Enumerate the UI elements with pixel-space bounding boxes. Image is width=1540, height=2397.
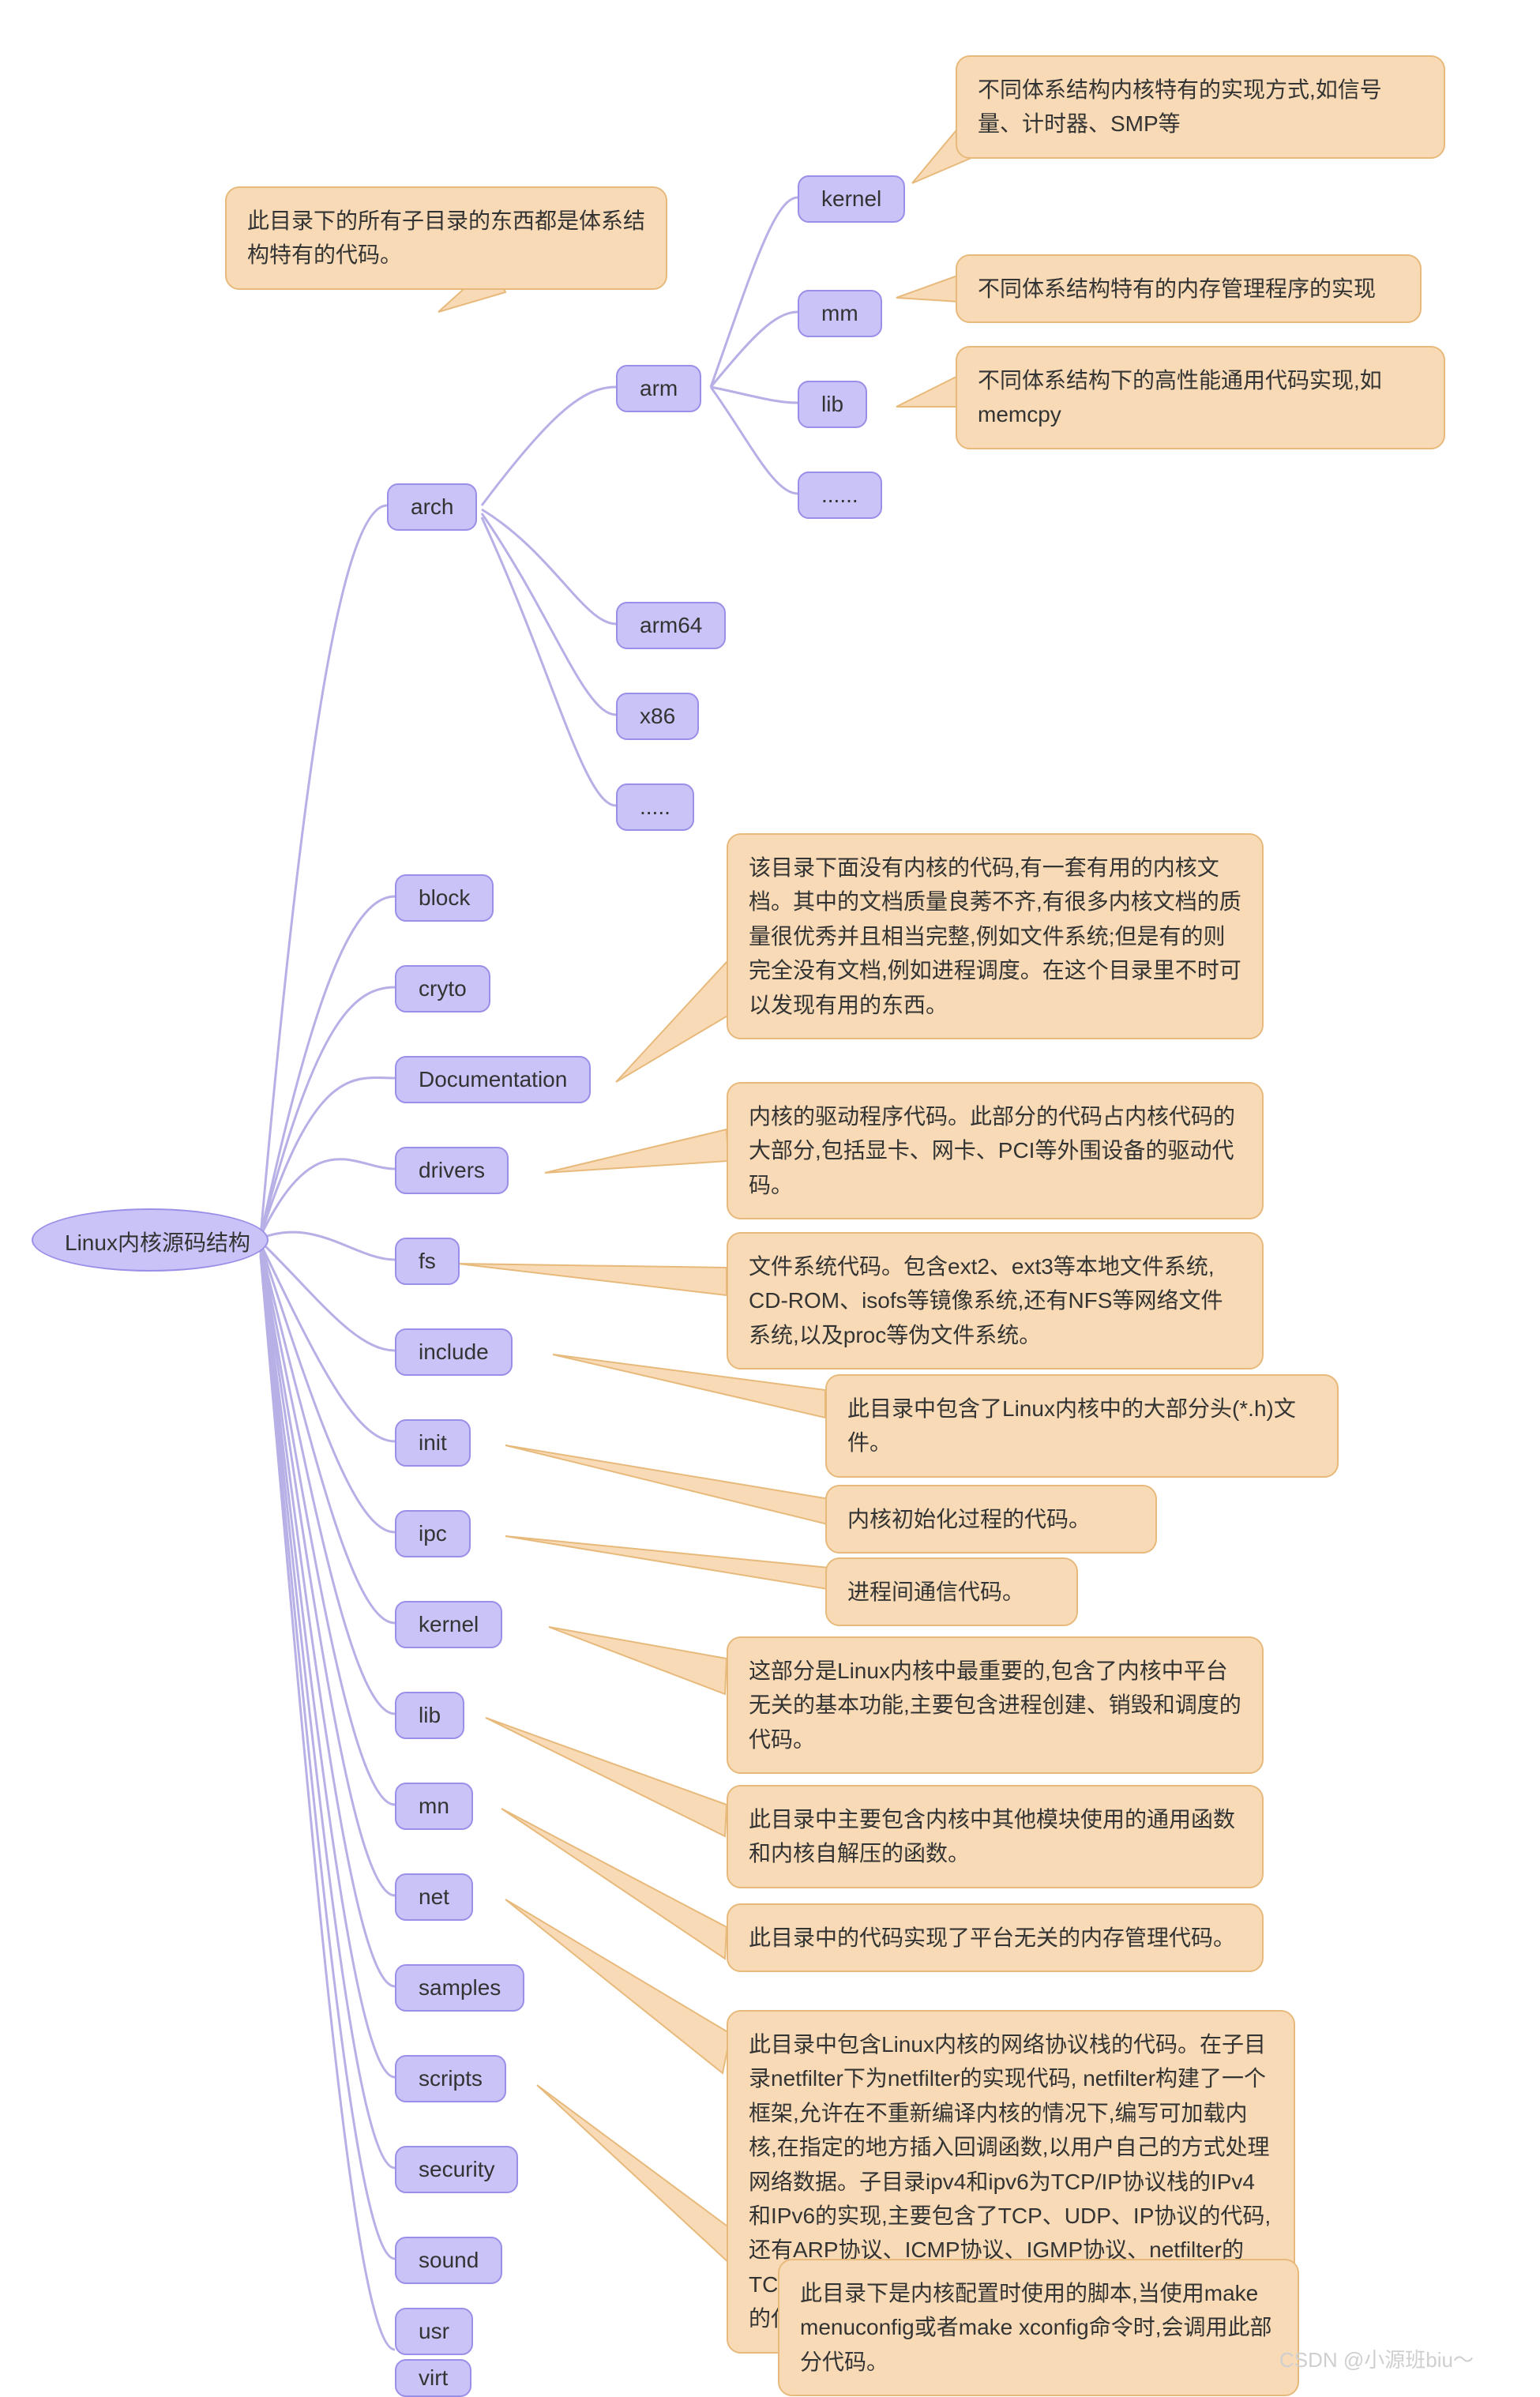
callout-scripts: 此目录下是内核配置时使用的脚本,当使用make menuconfig或者make… <box>778 2259 1299 2396</box>
callout-mn: 此目录中的代码实现了平台无关的内存管理代码。 <box>727 1903 1264 1972</box>
node-virt[interactable]: virt <box>395 2359 471 2397</box>
node-security-label: security <box>419 2157 494 2181</box>
callout-scripts-text: 此目录下是内核配置时使用的脚本,当使用make menuconfig或者make… <box>800 2281 1272 2374</box>
node-arm-more-label: ...... <box>821 483 858 507</box>
node-fs-label: fs <box>419 1249 436 1273</box>
callout-arm-lib: 不同体系结构下的高性能通用代码实现,如memcpy <box>956 346 1445 449</box>
node-samples[interactable]: samples <box>395 1964 524 2012</box>
watermark-text: CSDN @小源班biu～ <box>1279 2344 1474 2373</box>
node-arch[interactable]: arch <box>387 483 477 531</box>
callout-arm-mm: 不同体系结构特有的内存管理程序的实现 <box>956 254 1422 323</box>
node-arm64[interactable]: arm64 <box>616 602 726 649</box>
node-kernel[interactable]: kernel <box>395 1601 502 1648</box>
callout-mn-text: 此目录中的代码实现了平台无关的内存管理代码。 <box>749 1925 1235 1950</box>
node-include[interactable]: include <box>395 1328 513 1376</box>
root-label: Linux内核源码结构 <box>65 1230 250 1255</box>
node-scripts-label: scripts <box>419 2066 483 2091</box>
callout-ipc: 进程间通信代码。 <box>825 1557 1078 1626</box>
callout-arm-lib-text: 不同体系结构下的高性能通用代码实现,如memcpy <box>978 368 1382 426</box>
node-fs[interactable]: fs <box>395 1238 460 1285</box>
node-arm-more[interactable]: ...... <box>798 472 882 519</box>
callout-arch-text: 此目录下的所有子目录的东西都是体系结构特有的代码。 <box>247 209 645 267</box>
node-documentation-label: Documentation <box>419 1067 567 1091</box>
callout-lib-text: 此目录中主要包含内核中其他模块使用的通用函数和内核自解压的函数。 <box>749 1807 1235 1865</box>
node-sound[interactable]: sound <box>395 2237 502 2284</box>
node-net-label: net <box>419 1884 449 1909</box>
node-usr-label: usr <box>419 2319 449 2343</box>
node-mn[interactable]: mn <box>395 1783 473 1830</box>
callout-documentation: 该目录下面没有内核的代码,有一套有用的内核文档。其中的文档质量良莠不齐,有很多内… <box>727 833 1264 1039</box>
node-ipc[interactable]: ipc <box>395 1510 471 1557</box>
node-crypto-label: cryto <box>419 976 467 1001</box>
node-net[interactable]: net <box>395 1873 473 1921</box>
callout-lib: 此目录中主要包含内核中其他模块使用的通用函数和内核自解压的函数。 <box>727 1785 1264 1888</box>
node-sound-label: sound <box>419 2248 479 2272</box>
node-drivers[interactable]: drivers <box>395 1147 509 1194</box>
node-lib[interactable]: lib <box>395 1692 464 1739</box>
node-virt-label: virt <box>419 2365 448 2390</box>
callout-drivers-text: 内核的驱动程序代码。此部分的代码占内核代码的大部分,包括显卡、网卡、PCI等外围… <box>749 1104 1235 1197</box>
node-crypto[interactable]: cryto <box>395 965 490 1013</box>
node-arch-more[interactable]: ..... <box>616 783 694 831</box>
callout-arm-mm-text: 不同体系结构特有的内存管理程序的实现 <box>978 276 1376 301</box>
node-arm64-label: arm64 <box>640 613 702 637</box>
node-include-label: include <box>419 1339 489 1364</box>
node-kernel-label: kernel <box>419 1612 479 1636</box>
node-ipc-label: ipc <box>419 1521 447 1546</box>
node-mn-label: mn <box>419 1794 449 1818</box>
node-arm-mm-label: mm <box>821 301 858 325</box>
root-node[interactable]: Linux内核源码结构 <box>32 1208 269 1272</box>
callout-kernel: 这部分是Linux内核中最重要的,包含了内核中平台无关的基本功能,主要包含进程创… <box>727 1636 1264 1774</box>
node-arm-lib-label: lib <box>821 392 843 416</box>
callout-ipc-text: 进程间通信代码。 <box>847 1580 1024 1604</box>
node-lib-label: lib <box>419 1703 441 1727</box>
callout-include: 此目录中包含了Linux内核中的大部分头(*.h)文件。 <box>825 1374 1339 1478</box>
callout-init-text: 内核初始化过程的代码。 <box>847 1507 1091 1531</box>
node-scripts[interactable]: scripts <box>395 2055 506 2102</box>
callout-arch: 此目录下的所有子目录的东西都是体系结构特有的代码。 <box>225 186 667 290</box>
node-block[interactable]: block <box>395 874 494 922</box>
callout-fs-text: 文件系统代码。包含ext2、ext3等本地文件系统, CD-ROM、isofs等… <box>749 1254 1223 1347</box>
callout-init: 内核初始化过程的代码。 <box>825 1485 1157 1554</box>
callout-arm-kernel: 不同体系结构内核特有的实现方式,如信号量、计时器、SMP等 <box>956 55 1445 159</box>
node-x86-label: x86 <box>640 704 675 728</box>
callout-arm-kernel-text: 不同体系结构内核特有的实现方式,如信号量、计时器、SMP等 <box>978 77 1382 136</box>
node-arm-kernel-label: kernel <box>821 186 881 211</box>
node-drivers-label: drivers <box>419 1158 485 1182</box>
node-arm-mm[interactable]: mm <box>798 290 882 337</box>
callout-documentation-text: 该目录下面没有内核的代码,有一套有用的内核文档。其中的文档质量良莠不齐,有很多内… <box>749 855 1241 1017</box>
node-arm-lib[interactable]: lib <box>798 381 867 428</box>
node-init-label: init <box>419 1430 447 1455</box>
callout-drivers: 内核的驱动程序代码。此部分的代码占内核代码的大部分,包括显卡、网卡、PCI等外围… <box>727 1082 1264 1219</box>
callout-kernel-text: 这部分是Linux内核中最重要的,包含了内核中平台无关的基本功能,主要包含进程创… <box>749 1659 1241 1752</box>
node-security[interactable]: security <box>395 2146 518 2193</box>
node-usr[interactable]: usr <box>395 2308 473 2355</box>
node-arm-kernel[interactable]: kernel <box>798 175 905 223</box>
node-arch-label: arch <box>411 494 453 519</box>
node-x86[interactable]: x86 <box>616 693 699 740</box>
callout-include-text: 此目录中包含了Linux内核中的大部分头(*.h)文件。 <box>847 1396 1296 1455</box>
callout-fs: 文件系统代码。包含ext2、ext3等本地文件系统, CD-ROM、isofs等… <box>727 1232 1264 1369</box>
node-init[interactable]: init <box>395 1419 471 1467</box>
node-arch-more-label: ..... <box>640 795 670 819</box>
node-block-label: block <box>419 885 470 910</box>
node-arm-label: arm <box>640 376 678 400</box>
node-samples-label: samples <box>419 1975 501 2000</box>
node-arm[interactable]: arm <box>616 365 701 412</box>
node-documentation[interactable]: Documentation <box>395 1056 591 1103</box>
